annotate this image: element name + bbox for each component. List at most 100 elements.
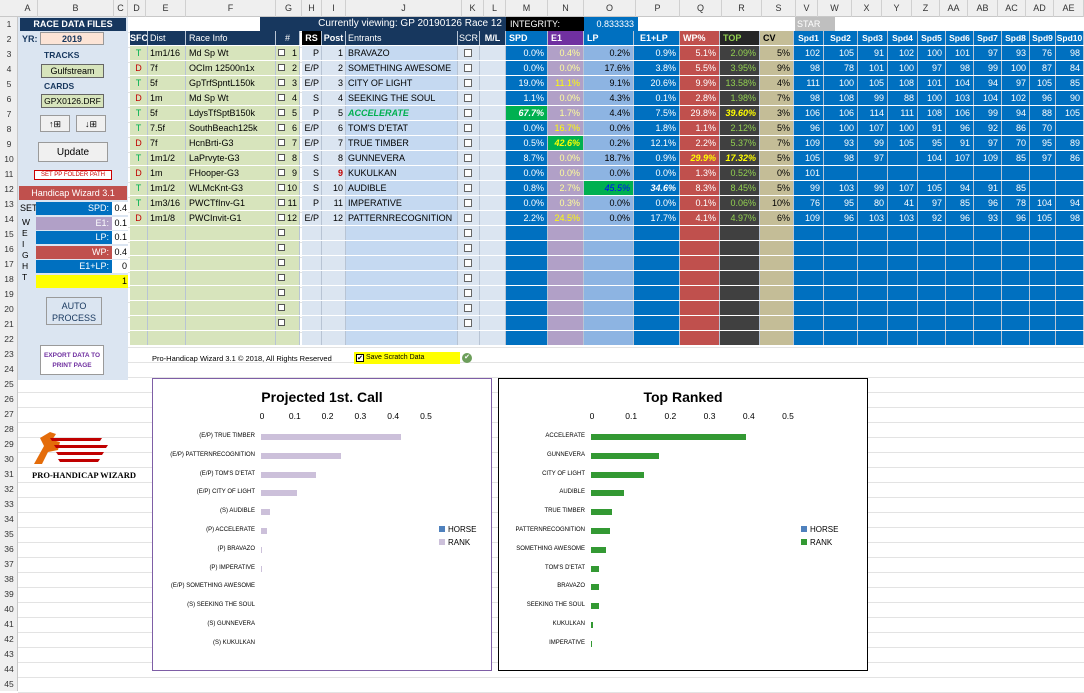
row-header[interactable]: 15 <box>0 227 18 242</box>
card-select[interactable]: GPX0126.DRF <box>41 94 104 108</box>
num-cell[interactable]: 8 <box>276 151 300 165</box>
scratch-checkbox[interactable] <box>464 94 472 102</box>
row-header[interactable]: 4 <box>0 62 18 77</box>
confirm-icon[interactable]: ✔ <box>462 353 472 363</box>
row-header[interactable]: 3 <box>0 47 18 62</box>
radio-icon[interactable] <box>278 244 285 251</box>
column-header[interactable]: M <box>506 0 548 17</box>
row-header[interactable]: 32 <box>0 482 18 497</box>
num-cell[interactable]: 12 <box>276 211 300 225</box>
row-header[interactable]: 43 <box>0 647 18 662</box>
weight-input[interactable]: 0.1 <box>112 217 128 230</box>
row-header[interactable]: 8 <box>0 122 18 137</box>
column-header[interactable]: R <box>722 0 762 17</box>
scratch-checkbox[interactable] <box>464 214 472 222</box>
scratch-checkbox[interactable] <box>464 154 472 162</box>
radio-icon[interactable] <box>278 214 285 221</box>
row-header[interactable]: 39 <box>0 587 18 602</box>
auto-process-button[interactable]: AUTO PROCESS <box>46 297 102 325</box>
scratch-cell[interactable] <box>458 136 480 150</box>
num-cell[interactable]: 9 <box>276 166 300 180</box>
scratch-checkbox[interactable] <box>464 229 472 237</box>
scratch-checkbox[interactable] <box>464 274 472 282</box>
year-field[interactable]: 2019 <box>40 32 104 45</box>
scratch-checkbox[interactable] <box>464 169 472 177</box>
scratch-cell[interactable] <box>458 106 480 120</box>
start-button[interactable]: STAR <box>795 17 835 31</box>
scratch-checkbox[interactable] <box>464 79 472 87</box>
weight-input[interactable]: 0.1 <box>112 231 128 244</box>
num-cell[interactable]: 11 <box>276 196 300 210</box>
scratch-checkbox[interactable] <box>464 319 472 327</box>
column-header[interactable]: H <box>302 0 322 17</box>
row-header[interactable]: 16 <box>0 242 18 257</box>
column-header[interactable]: S <box>762 0 796 17</box>
radio-icon[interactable] <box>278 199 285 206</box>
column-header[interactable]: K <box>462 0 484 17</box>
num-cell[interactable]: 7 <box>276 136 300 150</box>
scratch-cell[interactable] <box>458 166 480 180</box>
row-header[interactable]: 41 <box>0 617 18 632</box>
scratch-checkbox[interactable] <box>464 139 472 147</box>
scratch-cell[interactable] <box>458 151 480 165</box>
row-header[interactable]: 25 <box>0 377 18 392</box>
row-header[interactable]: 1 <box>0 17 18 32</box>
num-cell[interactable]: 5 <box>276 106 300 120</box>
column-header[interactable]: B <box>38 0 114 17</box>
scratch-checkbox[interactable] <box>464 109 472 117</box>
column-header[interactable]: X <box>852 0 882 17</box>
scratch-cell[interactable] <box>458 181 480 195</box>
row-header[interactable]: 42 <box>0 632 18 647</box>
update-button[interactable]: Update <box>38 142 108 162</box>
radio-icon[interactable] <box>278 124 285 131</box>
column-header[interactable]: V <box>796 0 818 17</box>
row-header[interactable]: 33 <box>0 497 18 512</box>
radio-icon[interactable] <box>278 304 285 311</box>
column-header[interactable]: N <box>548 0 584 17</box>
row-header[interactable]: 18 <box>0 272 18 287</box>
radio-icon[interactable] <box>278 319 285 326</box>
scratch-checkbox[interactable] <box>464 199 472 207</box>
row-header[interactable]: 22 <box>0 332 18 347</box>
row-header[interactable]: 5 <box>0 77 18 92</box>
scratch-checkbox[interactable] <box>464 64 472 72</box>
row-header[interactable]: 37 <box>0 557 18 572</box>
radio-icon[interactable] <box>278 274 285 281</box>
scratch-checkbox[interactable] <box>464 244 472 252</box>
prev-card-button[interactable]: ↑⊞ <box>40 115 70 132</box>
export-data-button[interactable]: EXPORT DATA TO PRINT PAGE <box>40 345 104 375</box>
column-header[interactable]: L <box>484 0 506 17</box>
row-header[interactable]: 44 <box>0 662 18 677</box>
row-header[interactable]: 26 <box>0 392 18 407</box>
column-header[interactable]: J <box>346 0 462 17</box>
column-header[interactable]: Z <box>912 0 940 17</box>
column-header[interactable]: E <box>146 0 186 17</box>
row-header[interactable]: 28 <box>0 422 18 437</box>
scratch-cell[interactable] <box>458 91 480 105</box>
weight-input[interactable]: 1 <box>112 275 128 288</box>
scratch-cell[interactable] <box>458 46 480 60</box>
radio-icon[interactable] <box>278 139 285 146</box>
scratch-checkbox[interactable] <box>464 184 472 192</box>
scratch-cell[interactable] <box>458 211 480 225</box>
row-header[interactable]: 24 <box>0 362 18 377</box>
num-cell[interactable]: 3 <box>276 76 300 90</box>
row-header[interactable]: 9 <box>0 137 18 152</box>
column-header[interactable]: P <box>636 0 680 17</box>
column-header[interactable]: A <box>18 0 38 17</box>
scratch-checkbox[interactable] <box>464 49 472 57</box>
column-header[interactable]: Q <box>680 0 722 17</box>
radio-icon[interactable] <box>278 289 285 296</box>
radio-icon[interactable] <box>278 109 285 116</box>
set-pp-folder-button[interactable]: SET PP FOLDER PATH <box>34 170 112 180</box>
scratch-cell[interactable] <box>458 61 480 75</box>
row-header[interactable]: 36 <box>0 542 18 557</box>
scratch-cell[interactable] <box>458 121 480 135</box>
row-header[interactable]: 23 <box>0 347 18 362</box>
weight-input[interactable]: 0.4 <box>112 202 128 215</box>
scratch-cell[interactable] <box>458 76 480 90</box>
row-header[interactable]: 10 <box>0 152 18 167</box>
track-select[interactable]: Gulfstream <box>41 64 104 78</box>
scratch-checkbox[interactable] <box>464 124 472 132</box>
row-header[interactable]: 40 <box>0 602 18 617</box>
